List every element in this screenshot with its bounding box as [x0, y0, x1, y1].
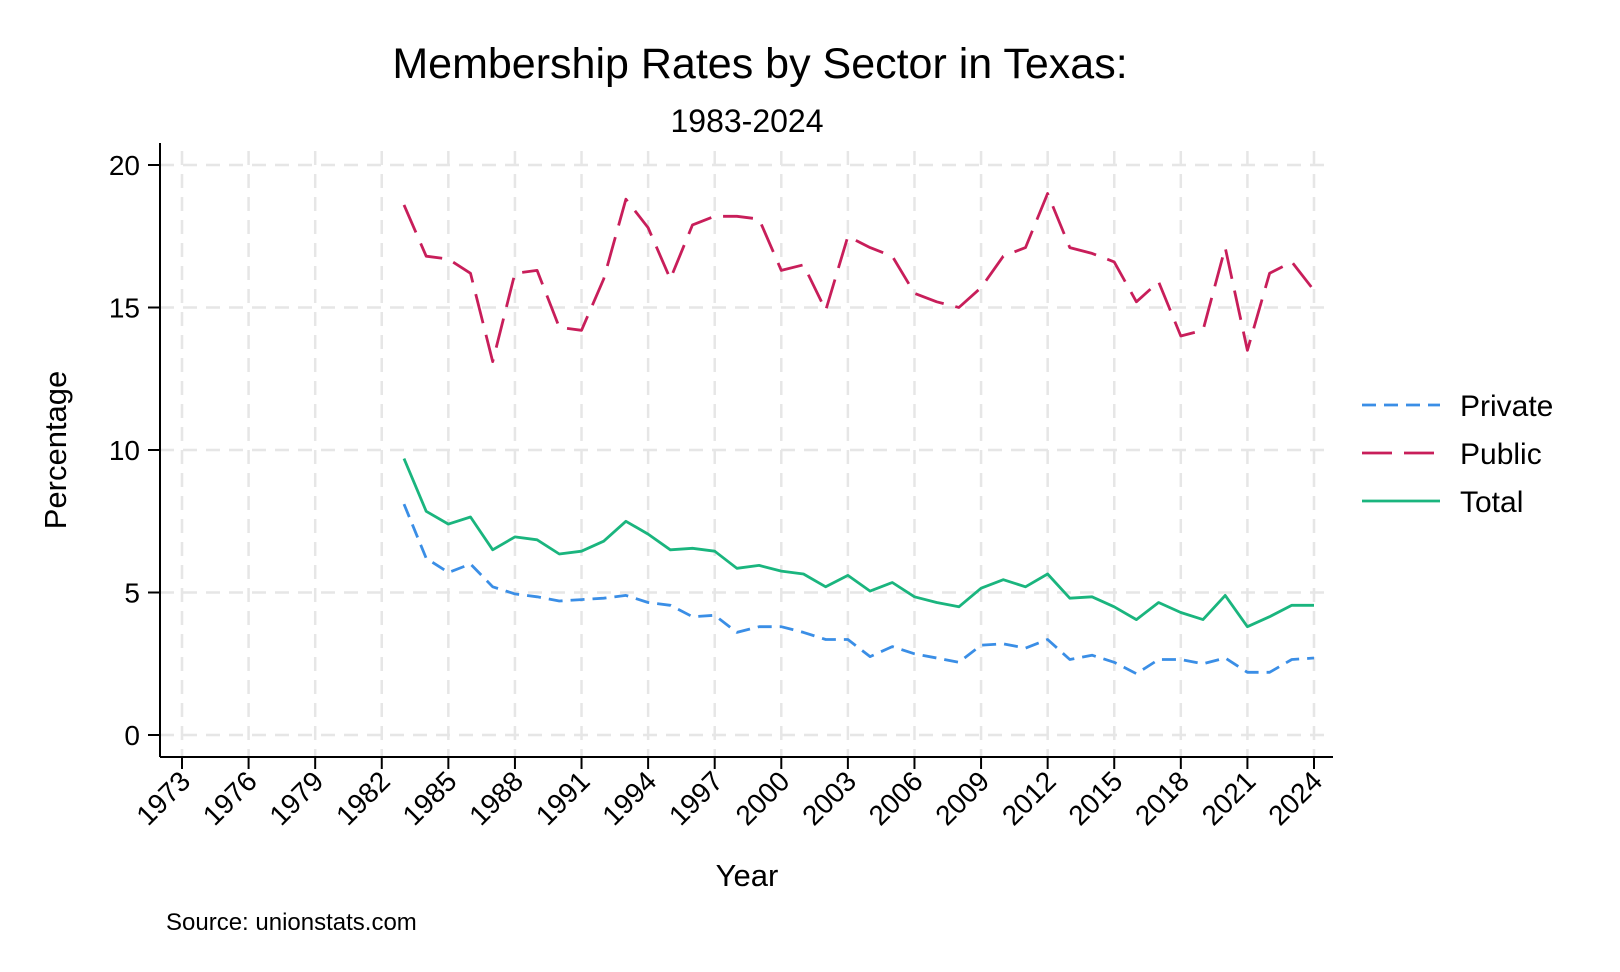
x-tick-label: 2015	[1063, 765, 1129, 831]
legend-label-public: Public	[1460, 438, 1542, 471]
x-tick-label: 2024	[1262, 765, 1328, 831]
x-tick-label: 2021	[1196, 765, 1262, 831]
x-tick-label: 1988	[463, 765, 529, 831]
series-line-public	[402, 192, 1316, 364]
legend-label-private: Private	[1460, 390, 1553, 423]
y-tick-label: 0	[124, 720, 140, 751]
source-note: Source: unionstats.com	[166, 909, 417, 936]
x-axis-title: Year	[716, 858, 779, 893]
y-tick-label: 5	[124, 578, 140, 609]
x-tick-label: 1985	[397, 765, 463, 831]
x-tick-label: 1997	[663, 765, 729, 831]
y-axis-title: Percentage	[38, 371, 73, 530]
x-tick-label: 1991	[530, 765, 596, 831]
x-tick-label: 1979	[263, 765, 329, 831]
x-tick-label: 2012	[996, 765, 1062, 831]
series-line-private	[402, 503, 1315, 676]
axes: 0 5 10 15 20 1973 1976 1979 1982 1985 1988 1991 1994…	[109, 143, 1333, 831]
y-tick-label: 15	[109, 293, 140, 324]
x-tick-label: 2003	[796, 765, 862, 831]
x-tick-label: 2018	[1129, 765, 1195, 831]
y-tick-label: 10	[109, 435, 140, 466]
x-tick-label: 2009	[929, 765, 995, 831]
x-tick-label: 2006	[863, 765, 929, 831]
x-tick-label: 1994	[596, 765, 662, 831]
series-line-total	[402, 458, 1314, 629]
y-tick-label: 20	[109, 150, 140, 181]
x-tick-label: 1973	[130, 765, 196, 831]
series-lines	[402, 192, 1316, 676]
x-tick-label: 1982	[330, 765, 396, 831]
legend: Private Public Total	[1362, 390, 1553, 519]
gridlines	[160, 151, 1333, 757]
chart-subtitle: 1983-2024	[670, 103, 823, 139]
x-tick-label: 2000	[730, 765, 796, 831]
legend-label-total: Total	[1460, 486, 1523, 519]
chart-title: Membership Rates by Sector in Texas:	[392, 40, 1127, 88]
x-tick-label: 1976	[197, 765, 263, 831]
